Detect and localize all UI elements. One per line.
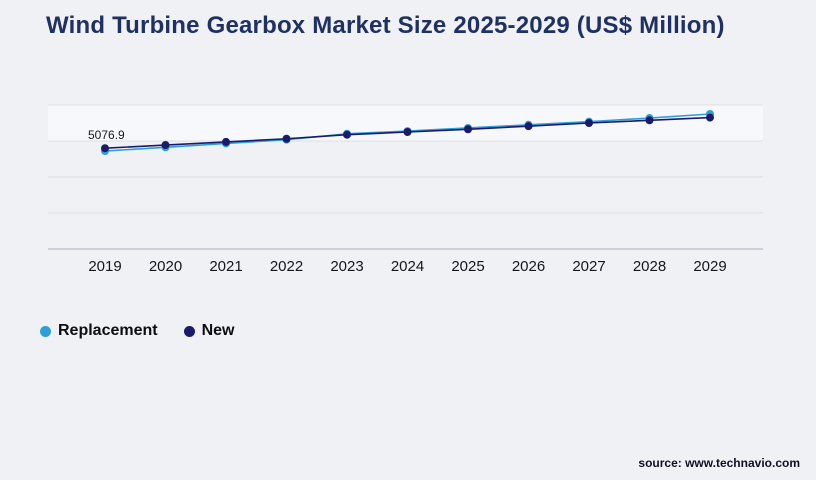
legend-label-new: New: [201, 322, 235, 339]
x-axis-label: 2024: [391, 258, 424, 275]
x-axis-label: 2026: [512, 258, 545, 275]
new-series-marker: [183, 325, 195, 337]
x-axis-label: 2029: [693, 258, 726, 275]
legend-item-replacement[interactable]: Replacement: [40, 322, 158, 340]
data-point-new: [101, 144, 109, 153]
source-attribution: source: www.technavio.com: [638, 456, 800, 470]
x-axis-label: 2021: [209, 258, 242, 275]
x-axis-label: 2028: [633, 258, 666, 275]
plot-band: [48, 105, 763, 141]
data-point-new: [524, 122, 533, 131]
data-point-new: [585, 119, 593, 127]
legend-label-replacement: Replacement: [58, 322, 158, 339]
chart-legend: Replacement New: [40, 322, 235, 340]
data-point-new: [464, 125, 472, 134]
data-point-new: [282, 134, 291, 143]
data-point-new: [343, 130, 351, 139]
x-axis-label: 2022: [270, 258, 303, 275]
legend-item-new[interactable]: New: [183, 322, 235, 340]
x-axis-label: 2027: [572, 258, 605, 275]
x-axis-label: 2020: [149, 258, 182, 275]
data-point-new: [222, 137, 230, 146]
x-axis-label: 2019: [88, 258, 121, 275]
data-point-new: [645, 116, 654, 125]
data-label: 5076.9: [88, 128, 125, 142]
data-point-new: [403, 128, 412, 136]
replacement-series-marker: [40, 325, 51, 337]
line-chart: 2019 2020 2021 2022 2023 2024 2025 2026 2027 2028…: [48, 104, 763, 275]
data-point-new: [706, 113, 714, 122]
data-point-new: [161, 141, 170, 150]
x-axis-label: 2025: [451, 258, 484, 275]
x-axis-label: 2023: [330, 258, 363, 275]
chart-title: Wind Turbine Gearbox Market Size 2025-20…: [46, 12, 725, 39]
